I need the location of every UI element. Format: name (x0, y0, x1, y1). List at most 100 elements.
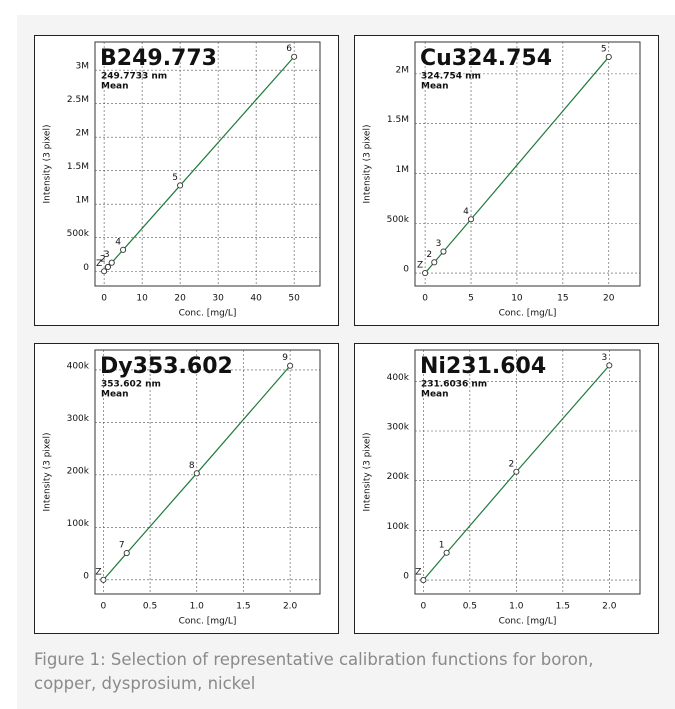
plot-area (414, 349, 641, 595)
y-tick-label: 2M (76, 129, 90, 139)
chart-panel: 0 500k 1M 1.5M 2M 0 5 10 15 20 Conc. [mg/L] Intensi… (354, 35, 659, 326)
annotation: Mean (101, 82, 129, 92)
y-tick-label: 200k (387, 472, 410, 482)
x-tick-label: 0.5 (143, 602, 157, 612)
point-label: 3 (104, 250, 110, 260)
y-tick-label: 2M (396, 65, 410, 75)
x-tick-label: 1.0 (190, 602, 205, 612)
chart-title: B249.773 (100, 46, 217, 71)
x-tick-label: 1.0 (509, 602, 524, 612)
point-label: 1 (439, 540, 445, 550)
point-label: 5 (172, 173, 178, 183)
plot-area (94, 41, 321, 287)
calibration-line (422, 365, 610, 581)
x-axis-label: Conc. [mg/L] (179, 309, 237, 319)
y-tick-label: 1M (396, 165, 410, 175)
y-tick-label: 0 (83, 571, 89, 581)
data-point (104, 263, 111, 271)
data-point (193, 470, 200, 477)
chart-panel: 0 100k 200k 300k 400k 0 0.5 1.0 1.5 2.0 Conc. [mg/… (354, 343, 659, 634)
data-point (100, 576, 107, 583)
y-tick-label: 300k (387, 423, 410, 433)
x-tick-label: 10 (136, 294, 148, 304)
chart-subtitle: 324.754 nm (421, 72, 481, 82)
data-point (291, 53, 298, 60)
data-point (605, 53, 612, 60)
chart-subtitle: 249.7733 nm (101, 72, 167, 82)
point-label: 2 (426, 250, 432, 260)
data-point (123, 550, 130, 557)
x-tick-label: 0 (421, 602, 427, 612)
y-axis-label: Intensity (3 pixel) (43, 125, 53, 204)
y-tick-label: 0 (403, 265, 409, 275)
point-label: Z (415, 568, 421, 578)
data-point (422, 270, 429, 277)
x-tick-label: 20 (603, 294, 615, 304)
data-point (513, 468, 520, 475)
point-label: 4 (463, 207, 469, 217)
y-tick-label: 0 (403, 572, 409, 582)
chart-title: Ni231.604 (420, 354, 546, 379)
chart-panel: 0 500k 1M 1.5M 2M 2.5M 3M 0 10 20 30 40 50 Conc. [mg/… (34, 35, 339, 326)
y-tick-label: 300k (67, 414, 90, 424)
plot-area (414, 41, 641, 287)
x-tick-label: 2.0 (283, 602, 298, 612)
point-label: 4 (115, 237, 121, 247)
data-point (606, 362, 613, 369)
annotation: Mean (101, 390, 129, 400)
annotation: Mean (421, 390, 449, 400)
x-axis-label: Conc. [mg/L] (499, 617, 557, 627)
x-tick-label: 1.5 (236, 602, 250, 612)
x-tick-label: 5 (468, 294, 474, 304)
calibration-line (424, 56, 610, 274)
x-tick-label: 1.5 (556, 602, 570, 612)
y-tick-label: 100k (387, 522, 410, 532)
calibration-line (103, 56, 295, 272)
x-tick-label: 10 (511, 294, 523, 304)
x-tick-label: 0 (101, 602, 107, 612)
data-point (443, 549, 450, 556)
calibration-line (102, 365, 291, 581)
y-tick-label: 1.5M (387, 115, 409, 125)
y-axis-label: Intensity (3 pixel) (363, 433, 373, 512)
y-tick-label: 400k (387, 373, 410, 383)
y-tick-label: 200k (67, 466, 90, 476)
x-tick-label: 15 (557, 294, 568, 304)
data-point (440, 248, 447, 255)
data-point (431, 259, 438, 266)
point-label: 7 (119, 541, 125, 551)
caption: Figure 1: Selection of representative ca… (34, 650, 594, 693)
point-label: 6 (286, 44, 292, 54)
point-label: Z (95, 567, 101, 577)
figure: Figure 1: Selection of representative ca… (17, 15, 675, 709)
y-tick-label: 100k (67, 519, 90, 529)
point-label: 3 (436, 239, 442, 249)
data-point (287, 362, 294, 369)
chart-subtitle: 353.602 nm (101, 380, 161, 390)
data-point (420, 577, 427, 584)
chart-subtitle: 231.6036 nm (421, 380, 487, 390)
data-point (120, 246, 127, 253)
x-tick-label: 30 (212, 294, 224, 304)
x-axis-label: Conc. [mg/L] (179, 617, 237, 627)
plot-area (94, 349, 321, 595)
data-point (467, 216, 475, 223)
x-axis-label: Conc. [mg/L] (499, 309, 557, 319)
chart-title: Cu324.754 (420, 46, 552, 71)
y-tick-label: 0 (83, 263, 89, 273)
point-label: 9 (282, 353, 288, 363)
x-tick-label: 50 (288, 294, 300, 304)
point-label: 3 (601, 353, 607, 363)
y-tick-label: 400k (67, 361, 90, 371)
annotation: Mean (421, 82, 449, 92)
point-label: 8 (189, 461, 195, 471)
y-axis-label: Intensity (3 pixel) (43, 433, 53, 512)
point-label: 2 (100, 254, 106, 264)
y-tick-label: 1.5M (67, 162, 89, 172)
point-label: Z (417, 261, 423, 271)
x-tick-label: 40 (250, 294, 262, 304)
point-label: Z (96, 259, 102, 269)
data-point (108, 259, 115, 266)
chart-title: Dy353.602 (100, 354, 233, 379)
y-axis-label: Intensity (3 pixel) (363, 125, 373, 204)
